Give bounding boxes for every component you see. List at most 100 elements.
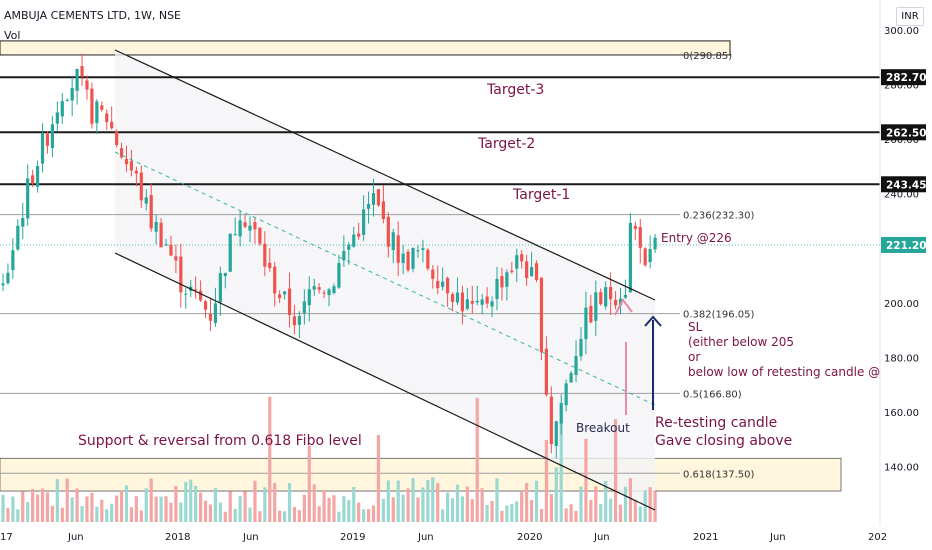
volume-bar bbox=[386, 480, 390, 522]
price-label: 282.70 bbox=[886, 72, 927, 84]
volume-bar bbox=[258, 511, 262, 522]
candle bbox=[460, 292, 465, 312]
y-tick-label: 180.00 bbox=[884, 353, 919, 364]
volume-bar bbox=[248, 507, 252, 522]
volume-bar bbox=[40, 488, 45, 522]
candle bbox=[110, 121, 114, 129]
volume-bar bbox=[554, 467, 558, 522]
fib-label-0: 0(290.85) bbox=[683, 51, 732, 62]
volume-bar bbox=[312, 484, 316, 522]
volume-bar bbox=[203, 500, 208, 522]
candle bbox=[411, 247, 415, 269]
volume-bar bbox=[199, 492, 203, 522]
volume-label: Vol bbox=[4, 29, 21, 42]
volume-bar bbox=[604, 480, 608, 522]
volume-bar bbox=[6, 507, 10, 522]
candle bbox=[505, 272, 509, 287]
volume-bar bbox=[134, 496, 138, 522]
candle bbox=[55, 112, 59, 124]
candle bbox=[278, 294, 282, 299]
volume-bar bbox=[16, 509, 20, 522]
candle bbox=[253, 221, 257, 230]
candle bbox=[544, 348, 548, 395]
x-tick-label: Jun bbox=[769, 532, 786, 543]
x-tick-label: 2021 bbox=[693, 532, 718, 543]
candle bbox=[223, 272, 227, 277]
volume-bar bbox=[307, 445, 311, 522]
volume-bar bbox=[297, 510, 301, 522]
y-tick-label: 300.00 bbox=[884, 26, 919, 37]
candle bbox=[60, 101, 64, 117]
volume-bar bbox=[75, 488, 79, 522]
volume-bar bbox=[317, 506, 321, 522]
volume-bar bbox=[21, 491, 25, 522]
candle bbox=[450, 294, 455, 302]
volume-bar bbox=[194, 485, 198, 522]
candle bbox=[564, 383, 568, 406]
volume-bar bbox=[302, 494, 306, 522]
candle bbox=[16, 225, 20, 250]
price-label: 243.45 bbox=[886, 179, 927, 191]
volume-bar bbox=[322, 490, 326, 522]
volume-bar bbox=[80, 506, 84, 522]
fib-label-0.382: 0.382(196.05) bbox=[683, 310, 755, 321]
volume-bar bbox=[391, 497, 395, 522]
volume-bar bbox=[149, 478, 153, 522]
volume-bar bbox=[119, 490, 124, 522]
volume-bar bbox=[31, 488, 35, 522]
candle bbox=[124, 158, 129, 165]
candle bbox=[70, 88, 74, 101]
candle bbox=[218, 273, 222, 303]
candle bbox=[273, 266, 277, 294]
candle bbox=[139, 172, 143, 201]
candle bbox=[95, 101, 99, 123]
volume-bar bbox=[539, 509, 544, 522]
sl-label: below low of retesting candle @196) bbox=[688, 365, 908, 379]
volume-bar bbox=[366, 509, 371, 522]
volume-bar bbox=[515, 501, 519, 522]
candle bbox=[302, 301, 306, 314]
price-axis bbox=[880, 0, 932, 550]
volume-bar bbox=[564, 508, 568, 522]
volume-bar bbox=[569, 504, 573, 522]
y-tick-label: 240.00 bbox=[884, 190, 919, 201]
volume-bar bbox=[55, 479, 59, 522]
volume-bar bbox=[628, 478, 632, 522]
volume-bar bbox=[35, 494, 40, 522]
x-tick-label: Jun bbox=[417, 532, 434, 543]
candle bbox=[490, 301, 494, 307]
candle bbox=[327, 289, 331, 296]
sl-label: or bbox=[688, 350, 700, 364]
sl-label: (either below 205 bbox=[688, 335, 794, 349]
candle bbox=[431, 269, 435, 279]
price-label-box bbox=[881, 236, 926, 253]
volume-bar bbox=[282, 511, 287, 522]
volume-bar bbox=[534, 480, 539, 522]
candle bbox=[174, 256, 178, 261]
candle bbox=[465, 299, 469, 309]
candle bbox=[574, 356, 578, 375]
volume-bar bbox=[584, 438, 588, 522]
candle bbox=[599, 292, 603, 305]
entry-label: Entry @226 bbox=[661, 231, 732, 245]
volume-bar bbox=[441, 509, 445, 522]
volume-bar bbox=[613, 419, 618, 522]
candle bbox=[376, 189, 381, 206]
candle bbox=[549, 396, 553, 445]
candle bbox=[485, 296, 489, 304]
volume-bar bbox=[362, 509, 366, 522]
candle bbox=[446, 277, 450, 294]
volume-bar bbox=[90, 492, 94, 522]
retest-arrow bbox=[614, 298, 633, 316]
volume-bar bbox=[45, 492, 50, 522]
candle bbox=[115, 131, 119, 145]
candle bbox=[322, 292, 326, 294]
candle bbox=[312, 286, 316, 290]
volume-bar bbox=[223, 511, 227, 522]
volume-bar bbox=[559, 422, 563, 522]
candle bbox=[119, 148, 124, 158]
candle bbox=[292, 316, 297, 326]
volume-bar bbox=[60, 507, 64, 522]
currency-badge[interactable]: INR bbox=[896, 7, 924, 26]
